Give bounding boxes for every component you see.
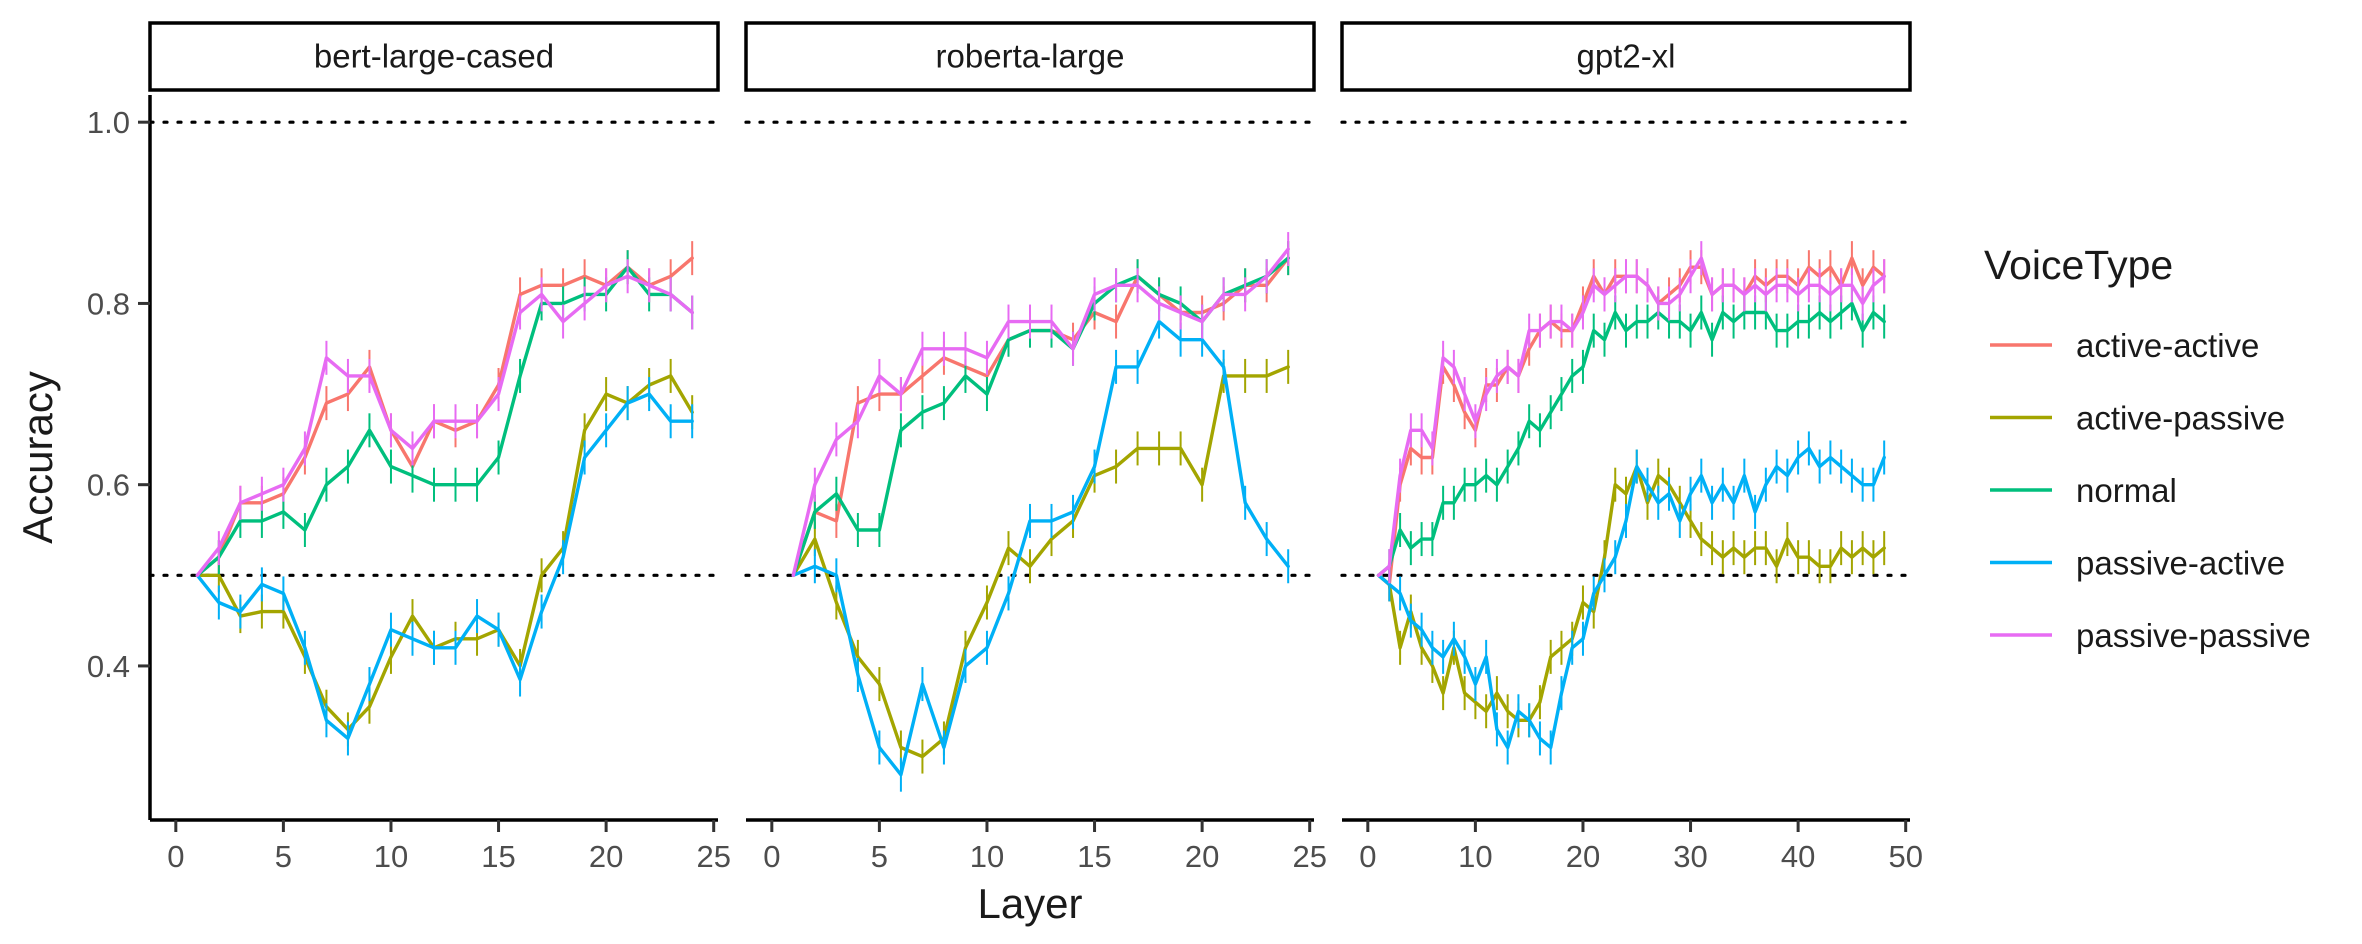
panel-title: roberta-large [936,38,1125,75]
x-tick-label: 25 [1292,839,1326,874]
x-tick-label: 15 [481,839,515,874]
legend-label: active-passive [2076,400,2285,437]
panel-bert-large-cased: bert-large-cased [148,21,720,756]
legend-label: passive-passive [2076,617,2311,654]
legend-item-passive-passive: passive-passive [1990,617,2311,654]
series-passive-passive [791,232,1290,577]
panel-strip [148,21,720,92]
series-line [195,274,694,577]
series-active-active [791,241,1290,577]
legend-item-normal: normal [1990,472,2177,509]
panel-strip [744,21,1316,92]
x-axis: 0 5 10 15 20 25 [150,818,731,874]
series-passive-passive [1376,241,1886,584]
legend-item-passive-active: passive-active [1990,545,2285,582]
legend-item-active-passive: active-passive [1990,400,2285,437]
x-tick-label: 50 [1888,839,1922,874]
x-tick-label: 5 [871,839,888,874]
x-tick-label: 0 [1359,839,1376,874]
x-axis-title: Layer [977,880,1082,927]
x-tick-label: 0 [763,839,780,874]
y-tick-label: 0.8 [87,286,130,321]
x-tick-label: 30 [1673,839,1707,874]
x-tick-label: 15 [1077,839,1111,874]
series-passive-active [195,377,694,756]
axes: 0 5 10 15 20 25 0 5 10 15 20 25 0 10 20 30 40 50 0.4 0.6 0.8… [14,95,1923,927]
panel-strip [1340,21,1912,92]
series-line [195,265,694,577]
y-tick-label: 0.4 [87,649,130,684]
panel-title: bert-large-cased [314,38,554,75]
x-tick-label: 20 [1185,839,1219,874]
panels: bert-large-cased roberta-large gpt2-xl [148,21,1912,792]
x-tick-label: 10 [970,839,1004,874]
x-tick-label: 20 [1566,839,1600,874]
y-tick-label: 1.0 [87,105,130,140]
y-tick-label: 0.6 [87,468,130,503]
series-passive-active [1376,431,1886,765]
series-normal [1376,286,1886,584]
panel-gpt2-xl: gpt2-xl [1340,21,1912,765]
legend: VoiceType active-active active-passive norm… [1984,242,2311,654]
x-tick-label: 0 [167,839,184,874]
series-line [791,365,1290,759]
series-line [195,374,694,732]
x-tick-label: 10 [374,839,408,874]
series-active-passive [1376,449,1886,738]
series-line [195,392,694,741]
series-line [791,247,1290,577]
series-passive-passive [195,259,694,577]
series-line [1376,301,1886,577]
series-normal [791,241,1290,577]
legend-title: VoiceType [1984,242,2173,288]
series-line [1376,256,1886,577]
series-line [1376,446,1886,750]
x-tick-label: 25 [696,839,730,874]
x-tick-label: 10 [1458,839,1492,874]
legend-item-active-active: active-active [1990,327,2259,364]
series-active-passive [791,349,1290,774]
legend-label: active-active [2076,327,2259,364]
series-line [1376,464,1886,722]
legend-label: normal [2076,472,2177,509]
x-tick-label: 5 [275,839,292,874]
panel-roberta-large: roberta-large [744,21,1316,792]
x-axis: 0 5 10 15 20 25 [746,818,1327,874]
legend-label: passive-active [2076,545,2285,582]
y-axis-title: Accuracy [14,371,61,544]
y-axis: 0.4 0.6 0.8 1.0 [87,95,152,820]
x-axis: 0 10 20 30 40 50 [1342,818,1923,874]
series-passive-active [791,304,1290,792]
x-tick-label: 40 [1781,839,1815,874]
panel-title: gpt2-xl [1576,38,1675,75]
x-tick-label: 20 [589,839,623,874]
series-line [791,319,1290,777]
series-active-active [195,241,694,577]
